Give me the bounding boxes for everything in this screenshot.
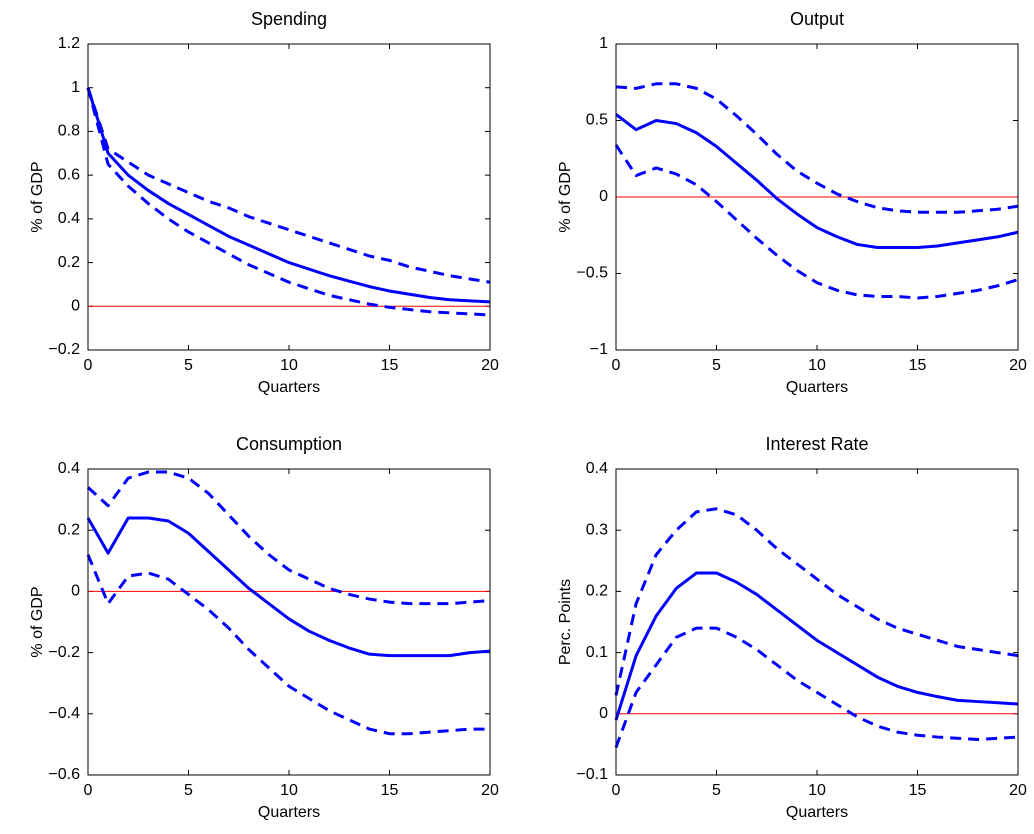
x-axis-label: Quarters — [786, 804, 848, 821]
series-line — [86, 516, 491, 658]
y-tick-label: 1 — [71, 79, 80, 96]
y-tick-label: −0.4 — [48, 705, 80, 722]
y-tick-label: 0 — [71, 583, 80, 600]
y-tick-label: −0.2 — [48, 644, 80, 661]
x-tick-label: 20 — [1009, 782, 1027, 799]
x-tick-label: 5 — [184, 357, 193, 374]
y-tick-label: 0.2 — [58, 254, 80, 271]
chart-title: Spending — [251, 9, 327, 29]
plot-area — [88, 44, 490, 350]
y-axis-label: % of GDP — [557, 161, 574, 232]
x-tick-label: 5 — [184, 782, 193, 799]
x-axis-label: Quarters — [258, 379, 320, 396]
series-line — [86, 87, 491, 317]
series-line — [86, 87, 491, 284]
y-tick-label: −0.2 — [48, 341, 80, 358]
x-tick-label: 0 — [84, 357, 93, 374]
x-tick-label: 5 — [712, 357, 721, 374]
axes-box — [615, 468, 1019, 776]
x-tick-label: 10 — [280, 357, 298, 374]
y-tick-label: 0.3 — [586, 521, 608, 538]
x-tick-label: 15 — [909, 782, 927, 799]
x-tick-label: 20 — [481, 782, 499, 799]
y-tick-label: 0.4 — [58, 210, 80, 227]
series-line — [615, 82, 1019, 214]
x-tick-label: 0 — [84, 782, 93, 799]
x-tick-label: 20 — [1009, 357, 1027, 374]
x-tick-label: 10 — [280, 782, 298, 799]
x-axis-label: Quarters — [786, 379, 848, 396]
y-tick-label: 0 — [599, 705, 608, 722]
y-tick-label: 0.4 — [586, 460, 608, 477]
y-tick-label: 0.2 — [586, 583, 608, 600]
x-tick-label: 0 — [612, 782, 621, 799]
series-line — [614, 571, 1019, 721]
y-tick-label: 0 — [71, 298, 80, 315]
plot-area — [88, 469, 490, 775]
y-axis-label: % of GDP — [29, 161, 46, 232]
series-line — [86, 554, 490, 736]
y-tick-label: 0.8 — [58, 123, 80, 140]
subplot: 0 5 10 15 20 −0.6 −0.4 −0.2 0 0.2 0.4 Consumption Qu… — [29, 434, 499, 821]
subplot: 0 5 10 15 20 −1 −0.5 0 0.5 1 Output Quarters % of GD… — [557, 9, 1027, 396]
chart-title: Interest Rate — [765, 434, 868, 454]
series-line — [86, 470, 491, 606]
y-tick-label: 0.5 — [586, 112, 608, 129]
y-tick-label: 0.4 — [58, 460, 80, 477]
axes-box — [87, 468, 491, 776]
x-tick-label: 15 — [909, 357, 927, 374]
plot-area — [616, 469, 1018, 775]
x-tick-label: 0 — [612, 357, 621, 374]
x-tick-label: 10 — [808, 357, 826, 374]
y-tick-label: 1.2 — [58, 35, 80, 52]
y-tick-label: −0.5 — [576, 265, 608, 282]
series-line — [614, 144, 1019, 300]
y-tick-label: 0.1 — [586, 644, 608, 661]
y-tick-label: 0 — [599, 188, 608, 205]
y-tick-label: 1 — [599, 35, 608, 52]
y-tick-label: 0.2 — [58, 521, 80, 538]
chart-title: Consumption — [236, 434, 342, 454]
series-line — [614, 507, 1019, 696]
x-tick-label: 10 — [808, 782, 826, 799]
y-tick-label: −0.1 — [576, 766, 608, 783]
chart-title: Output — [790, 9, 844, 29]
y-axis-label: % of GDP — [29, 586, 46, 657]
axes-box — [87, 43, 491, 351]
series-line — [86, 87, 491, 304]
x-axis-label: Quarters — [258, 804, 320, 821]
x-tick-label: 15 — [381, 782, 399, 799]
y-tick-label: −0.6 — [48, 766, 80, 783]
x-tick-label: 15 — [381, 357, 399, 374]
y-tick-label: 0.6 — [58, 166, 80, 183]
axes-box — [615, 43, 1019, 351]
subplot: 0 5 10 15 20−0.200.20.40.60.811.2SpendingQua… — [29, 9, 499, 396]
y-axis-label: Perc. Points — [557, 579, 574, 665]
x-tick-label: 5 — [712, 782, 721, 799]
x-tick-label: 20 — [481, 357, 499, 374]
series-line — [614, 626, 1019, 748]
y-tick-label: −1 — [590, 341, 608, 358]
series-line — [615, 113, 1019, 249]
